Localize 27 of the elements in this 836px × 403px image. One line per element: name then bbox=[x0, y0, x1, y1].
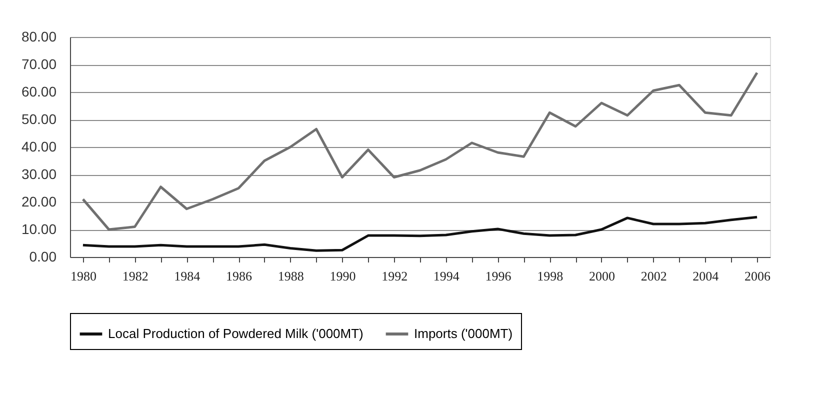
x-tick-label: 1980 bbox=[70, 268, 96, 284]
x-tick-label: 1986 bbox=[226, 268, 253, 284]
x-tick-label: 1988 bbox=[278, 268, 304, 284]
x-tick-label: 2002 bbox=[640, 268, 667, 284]
y-tick-label: 60.00 bbox=[21, 84, 57, 100]
line-series bbox=[82, 216, 758, 252]
legend-label: Imports ('000MT) bbox=[414, 326, 513, 341]
x-tick-label: 2000 bbox=[588, 268, 615, 284]
y-tick-label: 70.00 bbox=[21, 56, 57, 72]
x-tick-label: 1984 bbox=[174, 268, 201, 284]
x-tick-label: 1996 bbox=[485, 268, 512, 284]
legend-label: Local Production of Powdered Milk ('000MT) bbox=[108, 326, 364, 341]
y-tick-label: 10.00 bbox=[21, 221, 57, 237]
x-tick-label: 2006 bbox=[744, 268, 772, 284]
x-tick-label: 2004 bbox=[692, 268, 720, 284]
y-tick-label: 80.00 bbox=[21, 28, 57, 44]
y-tick-label: 30.00 bbox=[21, 166, 57, 182]
y-tick-label: 20.00 bbox=[21, 194, 57, 210]
line-series bbox=[82, 72, 758, 231]
y-tick-label: 50.00 bbox=[21, 111, 57, 127]
x-tick-label: 1990 bbox=[330, 268, 356, 284]
x-tick-label: 1998 bbox=[537, 268, 564, 284]
x-tick-label: 1994 bbox=[433, 268, 460, 284]
x-tick-label: 1992 bbox=[382, 268, 408, 284]
x-tick-label: 1982 bbox=[122, 268, 148, 284]
y-tick-label: 40.00 bbox=[21, 138, 57, 154]
y-tick-label: 0.00 bbox=[29, 248, 57, 264]
